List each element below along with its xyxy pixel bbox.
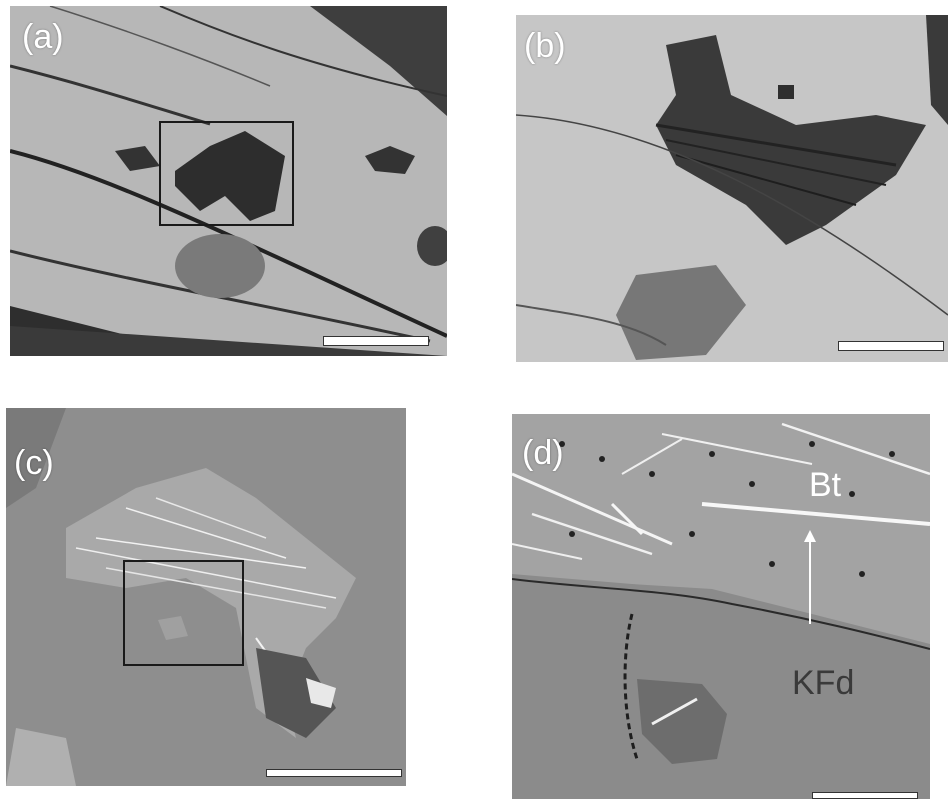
micrograph-d-image xyxy=(512,414,930,799)
kfeldspar-annotation: KFd xyxy=(792,664,855,702)
micrograph-panel-c: (c) xyxy=(6,408,406,786)
micrograph-panel-d: (d) Bt KFd xyxy=(512,414,930,799)
panel-c-label: (c) xyxy=(14,444,54,482)
scale-bar-b xyxy=(838,341,944,351)
micrograph-a-image xyxy=(10,6,447,356)
biotite-annotation: Bt xyxy=(809,466,842,504)
panel-d-label: (d) xyxy=(522,434,564,472)
scale-bar-d xyxy=(812,792,918,799)
scale-bar-a xyxy=(323,336,429,346)
micrograph-c-image xyxy=(6,408,406,786)
panel-b-label: (b) xyxy=(524,27,566,65)
scale-bar-c xyxy=(266,769,402,777)
panel-a-label: (a) xyxy=(22,18,64,56)
micrograph-panel-b: (b) xyxy=(516,15,948,362)
micrograph-b-image xyxy=(516,15,948,362)
micrograph-panel-a: (a) xyxy=(10,6,447,356)
